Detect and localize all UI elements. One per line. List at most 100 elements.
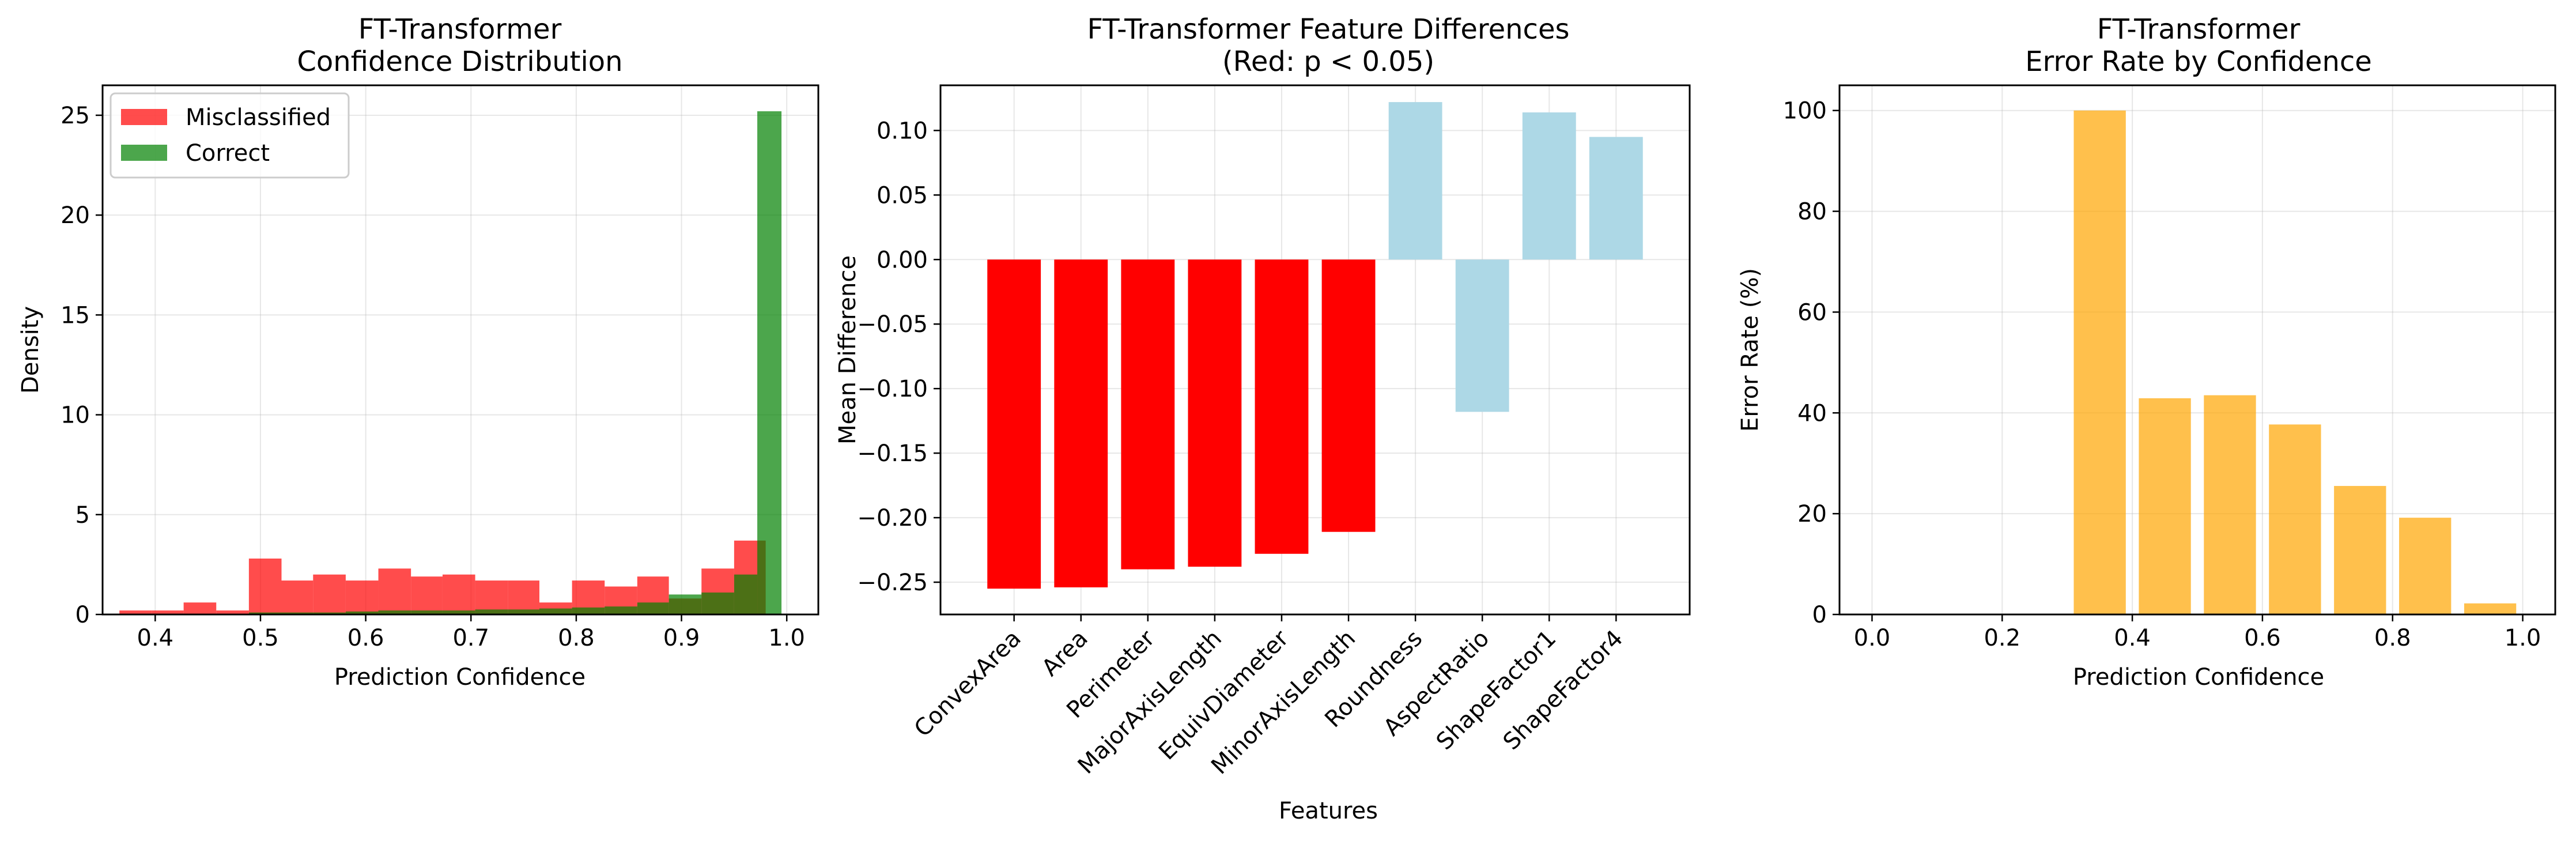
histogram-bar-correct [701,592,734,614]
histogram-bar-misclassified [152,610,184,614]
error-rate-bar [2139,398,2191,614]
histogram-bar-misclassified [345,580,379,614]
bar-minoraxislength [1321,259,1376,532]
panel3-ticks: 0.0 0.2 0.4 0.6 0.8 1.0 0 20 40 60 80 100 [1783,98,2541,651]
panel-confidence-distribution: FT-Transformer Confidence Distribution 0… [17,13,819,691]
panel1-axes-frame [101,84,819,616]
x-tick-label: 0.0 [1854,625,1891,651]
panel1-ylabel: Density [17,306,44,394]
legend-swatch-misclassified [121,109,167,125]
y-tick-label: 0.00 [877,247,928,273]
bar-majoraxislength [1188,259,1242,567]
histogram-bar-correct [637,602,669,614]
y-tick-label: 20 [1797,501,1827,527]
panel3-title-line1: FT-Transformer [2097,13,2301,46]
bar-shapefactor1 [1522,112,1576,260]
histogram-bar-misclassified [281,580,313,614]
x-tick-label: 0.7 [452,625,489,651]
legend-label-misclassified: Misclassified [186,104,331,131]
y-tick-label: 15 [61,302,90,329]
y-tick-label: 40 [1797,400,1827,427]
y-tick-label: 0 [75,602,90,628]
panel2-bars [987,102,1643,589]
x-tick-label: 0.2 [1984,625,2020,651]
panel1-xlabel: Prediction Confidence [334,664,586,691]
error-rate-bar [2269,424,2321,614]
histogram-bar-correct [442,610,475,614]
y-tick-label: −0.10 [857,376,928,402]
y-tick-label: 0.10 [877,118,928,144]
histogram-bar-correct [281,612,313,614]
y-tick-label: 0 [1812,602,1827,628]
bar-roundness [1388,102,1442,260]
y-tick-label: 80 [1797,199,1827,225]
panel3-title-line2: Error Rate by Confidence [2025,46,2372,78]
legend-box [109,92,350,179]
histogram-bar-correct [378,610,411,614]
panel2-title-line1: FT-Transformer Feature Differences [1087,13,1570,46]
histogram-bar-misclassified [378,568,411,614]
histogram-bar-correct [734,574,758,614]
y-tick-label: 60 [1797,299,1827,326]
y-tick-label: −0.05 [857,311,928,338]
histogram-bar-misclassified [248,559,282,614]
x-tick-label: 1.0 [768,625,805,651]
panel2-axes-frame [939,84,1691,616]
histogram-bar-correct [345,611,379,614]
histogram-bar-misclassified [508,580,539,614]
y-tick-label: 25 [61,103,90,129]
legend-label-correct: Correct [186,140,270,167]
bar-shapefactor4 [1589,137,1643,260]
panel1-title-line2: Confidence Distribution [297,46,622,78]
histogram-bar-correct [757,111,782,615]
x-tick-label: 0.8 [2374,625,2411,651]
y-tick-label: −0.25 [857,570,928,596]
y-tick-label: 5 [75,502,90,529]
histogram-bar-correct [572,607,605,614]
panel2-title-line2: (Red: p < 0.05) [1222,46,1434,78]
histogram-bar-correct [475,609,508,614]
bar-convexarea [987,259,1041,589]
histogram-bar-correct [605,606,637,614]
error-rate-bar [2073,110,2126,614]
panel2-xlabel: Features [1279,798,1378,824]
y-tick-label: 0.05 [877,182,928,209]
y-tick-label: −0.20 [857,505,928,531]
x-tick-label: 0.8 [558,625,595,651]
x-tick-label: 0.9 [663,625,700,651]
panel1-bars [119,111,782,615]
y-tick-label: 100 [1783,98,1827,125]
histogram-bar-misclassified [119,610,152,614]
histogram-bar-correct [508,609,539,614]
bar-area [1054,259,1108,587]
y-tick-label: −0.15 [857,440,928,467]
panel3-ylabel: Error Rate (%) [1737,268,1763,432]
panel1-ticks: 0.4 0.5 0.6 0.7 0.8 0.9 1.0 0 5 10 15 20 25 [61,103,805,651]
legend-swatch-correct [121,145,167,161]
histogram-bar-correct [313,612,346,614]
x-tick-label: 1.0 [2505,625,2541,651]
error-rate-bar [2204,395,2256,614]
panel3-xlabel: Prediction Confidence [2073,664,2324,691]
error-rate-bar [2334,486,2386,614]
histogram-bar-correct [411,610,443,614]
histogram-bar-correct [539,608,572,614]
panel1-title-line1: FT-Transformer [358,13,562,46]
histogram-bar-correct [668,594,702,614]
histogram-bar-misclassified [475,580,508,614]
bar-equivdiameter [1255,259,1309,554]
error-rate-bar [2399,518,2452,614]
x-tick-label: 0.5 [242,625,279,651]
histogram-bar-misclassified [411,576,443,614]
histogram-bar-correct [248,612,282,614]
histogram-bar-misclassified [216,610,249,614]
histogram-bar-misclassified [442,574,475,614]
panel1-legend: Misclassified Correct [109,92,350,179]
panel3-axes-frame [1838,84,2556,616]
bar-perimeter [1121,259,1175,570]
x-tick-label: 0.4 [137,625,174,651]
y-tick-label: 10 [61,402,90,429]
panel3-bars [2073,110,2517,614]
histogram-bar-misclassified [183,602,217,614]
